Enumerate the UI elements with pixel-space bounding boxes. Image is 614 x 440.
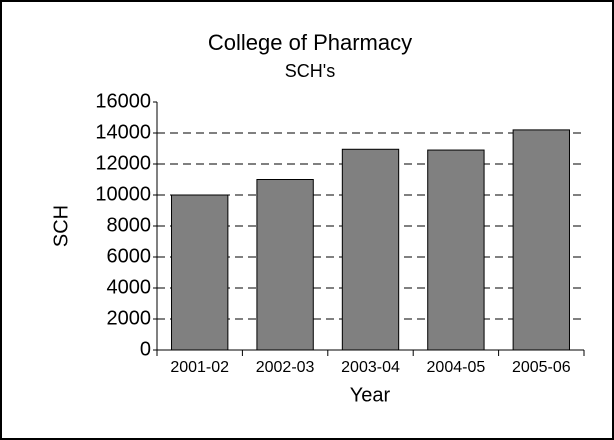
x-tick-label: 2003-04: [341, 359, 400, 376]
chart-title: College of Pharmacy: [208, 30, 412, 55]
y-tick-label: 10000: [95, 183, 151, 205]
x-tick-label: 2001-02: [170, 359, 229, 376]
y-tick-label: 14000: [95, 121, 151, 143]
y-tick-label: 2000: [107, 307, 152, 329]
chart-subtitle: SCH's: [285, 61, 335, 81]
y-tick-label: 0: [140, 338, 151, 360]
y-axis-label: SCH: [50, 205, 72, 247]
y-tick-label: 16000: [95, 90, 151, 112]
bar: [427, 149, 485, 351]
y-tick-label: 12000: [95, 152, 151, 174]
bar: [256, 179, 314, 351]
x-tick-label: 2002-03: [256, 359, 315, 376]
x-tick-label: 2004-05: [427, 359, 486, 376]
bar: [341, 148, 400, 351]
x-axis-label: Year: [350, 384, 391, 406]
y-tick-label: 4000: [107, 276, 152, 298]
y-tick-label: 8000: [107, 214, 152, 236]
bar: [512, 129, 570, 351]
bar: [171, 194, 229, 351]
y-tick-label: 6000: [107, 245, 152, 267]
x-tick-label: 2005-06: [512, 359, 571, 376]
